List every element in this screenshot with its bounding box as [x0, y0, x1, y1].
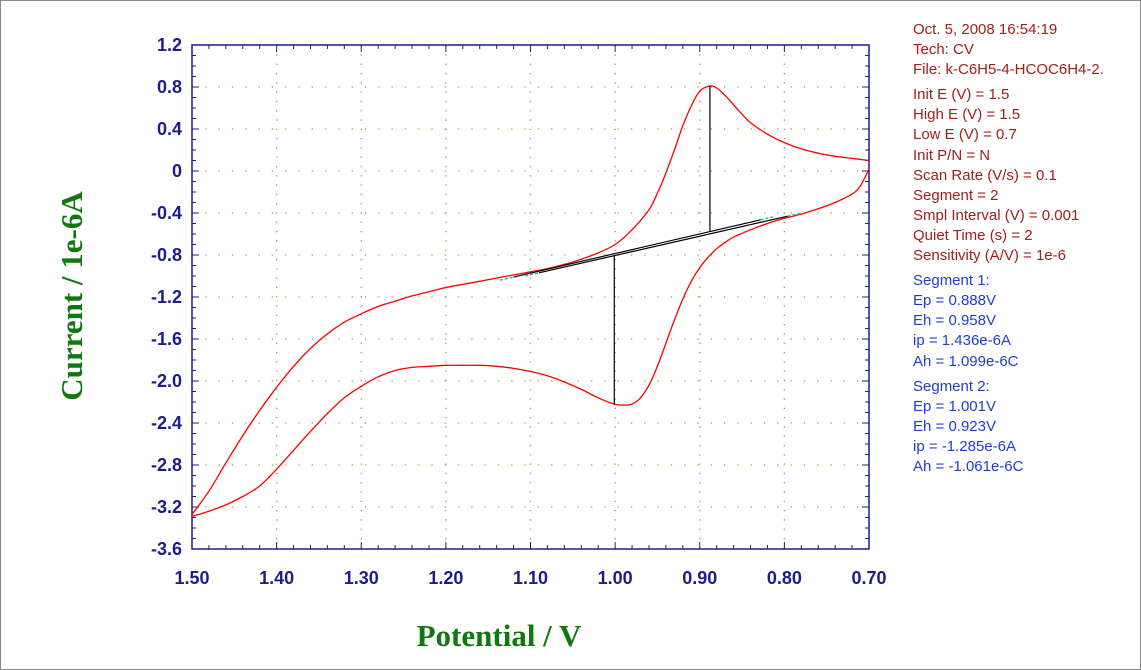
param-sensitivity: Sensitivity (A/V) = 1e-6 — [913, 247, 1066, 265]
y-tick-label: 0.4 — [157, 119, 182, 139]
y-tick-label: -2.8 — [151, 455, 182, 475]
y-tick-labels: 1.2 0.8 0.4 0 -0.4 -0.8 -1.2 -1.6 -2.0 -2.4 -2.8 -3… — [151, 35, 182, 559]
experiment-info-panel: Oct. 5, 2008 16:54:19 Tech: CV File: k-C… — [913, 20, 1138, 482]
segment-1-baseline-start — [499, 276, 514, 281]
technique: Tech: CV — [913, 41, 974, 59]
peak-baselines — [499, 85, 802, 405]
x-axis-title: Potential / V — [417, 618, 582, 653]
segment-1-ip: ip = 1.436e-6A — [913, 332, 1011, 350]
x-tick-label: 1.50 — [174, 568, 209, 588]
x-tick-label: 1.40 — [259, 568, 294, 588]
y-tick-label: 1.2 — [157, 35, 182, 55]
x-tick-label: 0.90 — [682, 568, 717, 588]
segment-2-baseline-end — [787, 212, 802, 217]
x-tick-label: 0.80 — [767, 568, 802, 588]
segment-1-title: Segment 1: — [913, 272, 990, 290]
x-tick-labels: 1.50 1.40 1.30 1.20 1.10 1.00 0.90 0.80 0.70 — [174, 568, 886, 588]
tick-marks — [191, 44, 870, 550]
segment-1-baseline-end — [760, 215, 775, 221]
segment-2-eh: Eh = 0.923V — [913, 417, 996, 435]
param-init-pn: Init P/N = N — [913, 146, 991, 164]
segment-2-results: Segment 2: Ep = 1.001V Eh = 0.923V ip = … — [913, 377, 1138, 477]
grid-lines — [192, 45, 869, 549]
header-info: Oct. 5, 2008 16:54:19 Tech: CV File: k-C… — [913, 20, 1138, 80]
cv-segment-1-curve — [191, 85, 870, 515]
y-tick-label: -2.4 — [151, 413, 182, 433]
y-tick-label: -2.0 — [151, 371, 182, 391]
y-tick-label: -1.2 — [151, 287, 182, 307]
y-axis-title: Current / 1e-6A — [54, 191, 89, 401]
x-tick-label: 1.00 — [598, 568, 633, 588]
segment-1-ep: Ep = 0.888V — [913, 292, 996, 310]
param-low-e: Low E (V) = 0.7 — [913, 126, 1017, 144]
y-tick-label: -1.6 — [151, 329, 182, 349]
segment-2-ep: Ep = 1.001V — [913, 397, 996, 415]
data-series — [191, 85, 870, 518]
param-init-e: Init E (V) = 1.5 — [913, 86, 1010, 104]
y-tick-label: -3.2 — [151, 497, 182, 517]
param-segment: Segment = 2 — [913, 186, 999, 204]
file-name: File: k-C6H5-4-HCOC6H4-2. — [913, 61, 1104, 79]
x-tick-label: 1.20 — [428, 568, 463, 588]
y-tick-label: 0 — [172, 161, 182, 181]
segment-2-title: Segment 2: — [913, 377, 990, 395]
segment-1-ah: Ah = 1.099e-6C — [913, 352, 1019, 370]
segment-1-baseline — [513, 219, 761, 278]
param-quiet-time: Quiet Time (s) = 2 — [913, 226, 1033, 244]
y-tick-label: 0.8 — [157, 77, 182, 97]
segment-1-results: Segment 1: Ep = 0.888V Eh = 0.958V ip = … — [913, 271, 1138, 371]
parameter-list: Init E (V) = 1.5 High E (V) = 1.5 Low E … — [913, 85, 1138, 266]
segment-2-ip: ip = -1.285e-6A — [913, 437, 1016, 455]
param-scan-rate: Scan Rate (V/s) = 0.1 — [913, 166, 1057, 184]
param-sample-interval: Smpl Interval (V) = 0.001 — [913, 206, 1080, 224]
segment-1-eh: Eh = 0.958V — [913, 312, 996, 330]
y-tick-label: -3.6 — [151, 539, 182, 559]
cv-segment-2-curve — [191, 168, 870, 518]
param-high-e: High E (V) = 1.5 — [913, 106, 1021, 124]
y-tick-label: -0.8 — [151, 245, 182, 265]
x-tick-label: 0.70 — [851, 568, 886, 588]
x-tick-label: 1.30 — [344, 568, 379, 588]
y-tick-label: -0.4 — [151, 203, 182, 223]
timestamp: Oct. 5, 2008 16:54:19 — [913, 21, 1058, 38]
segment-2-baseline — [538, 215, 788, 274]
segment-2-baseline-start — [525, 272, 540, 277]
segment-2-ah: Ah = -1.061e-6C — [913, 457, 1024, 475]
x-tick-label: 1.10 — [513, 568, 548, 588]
